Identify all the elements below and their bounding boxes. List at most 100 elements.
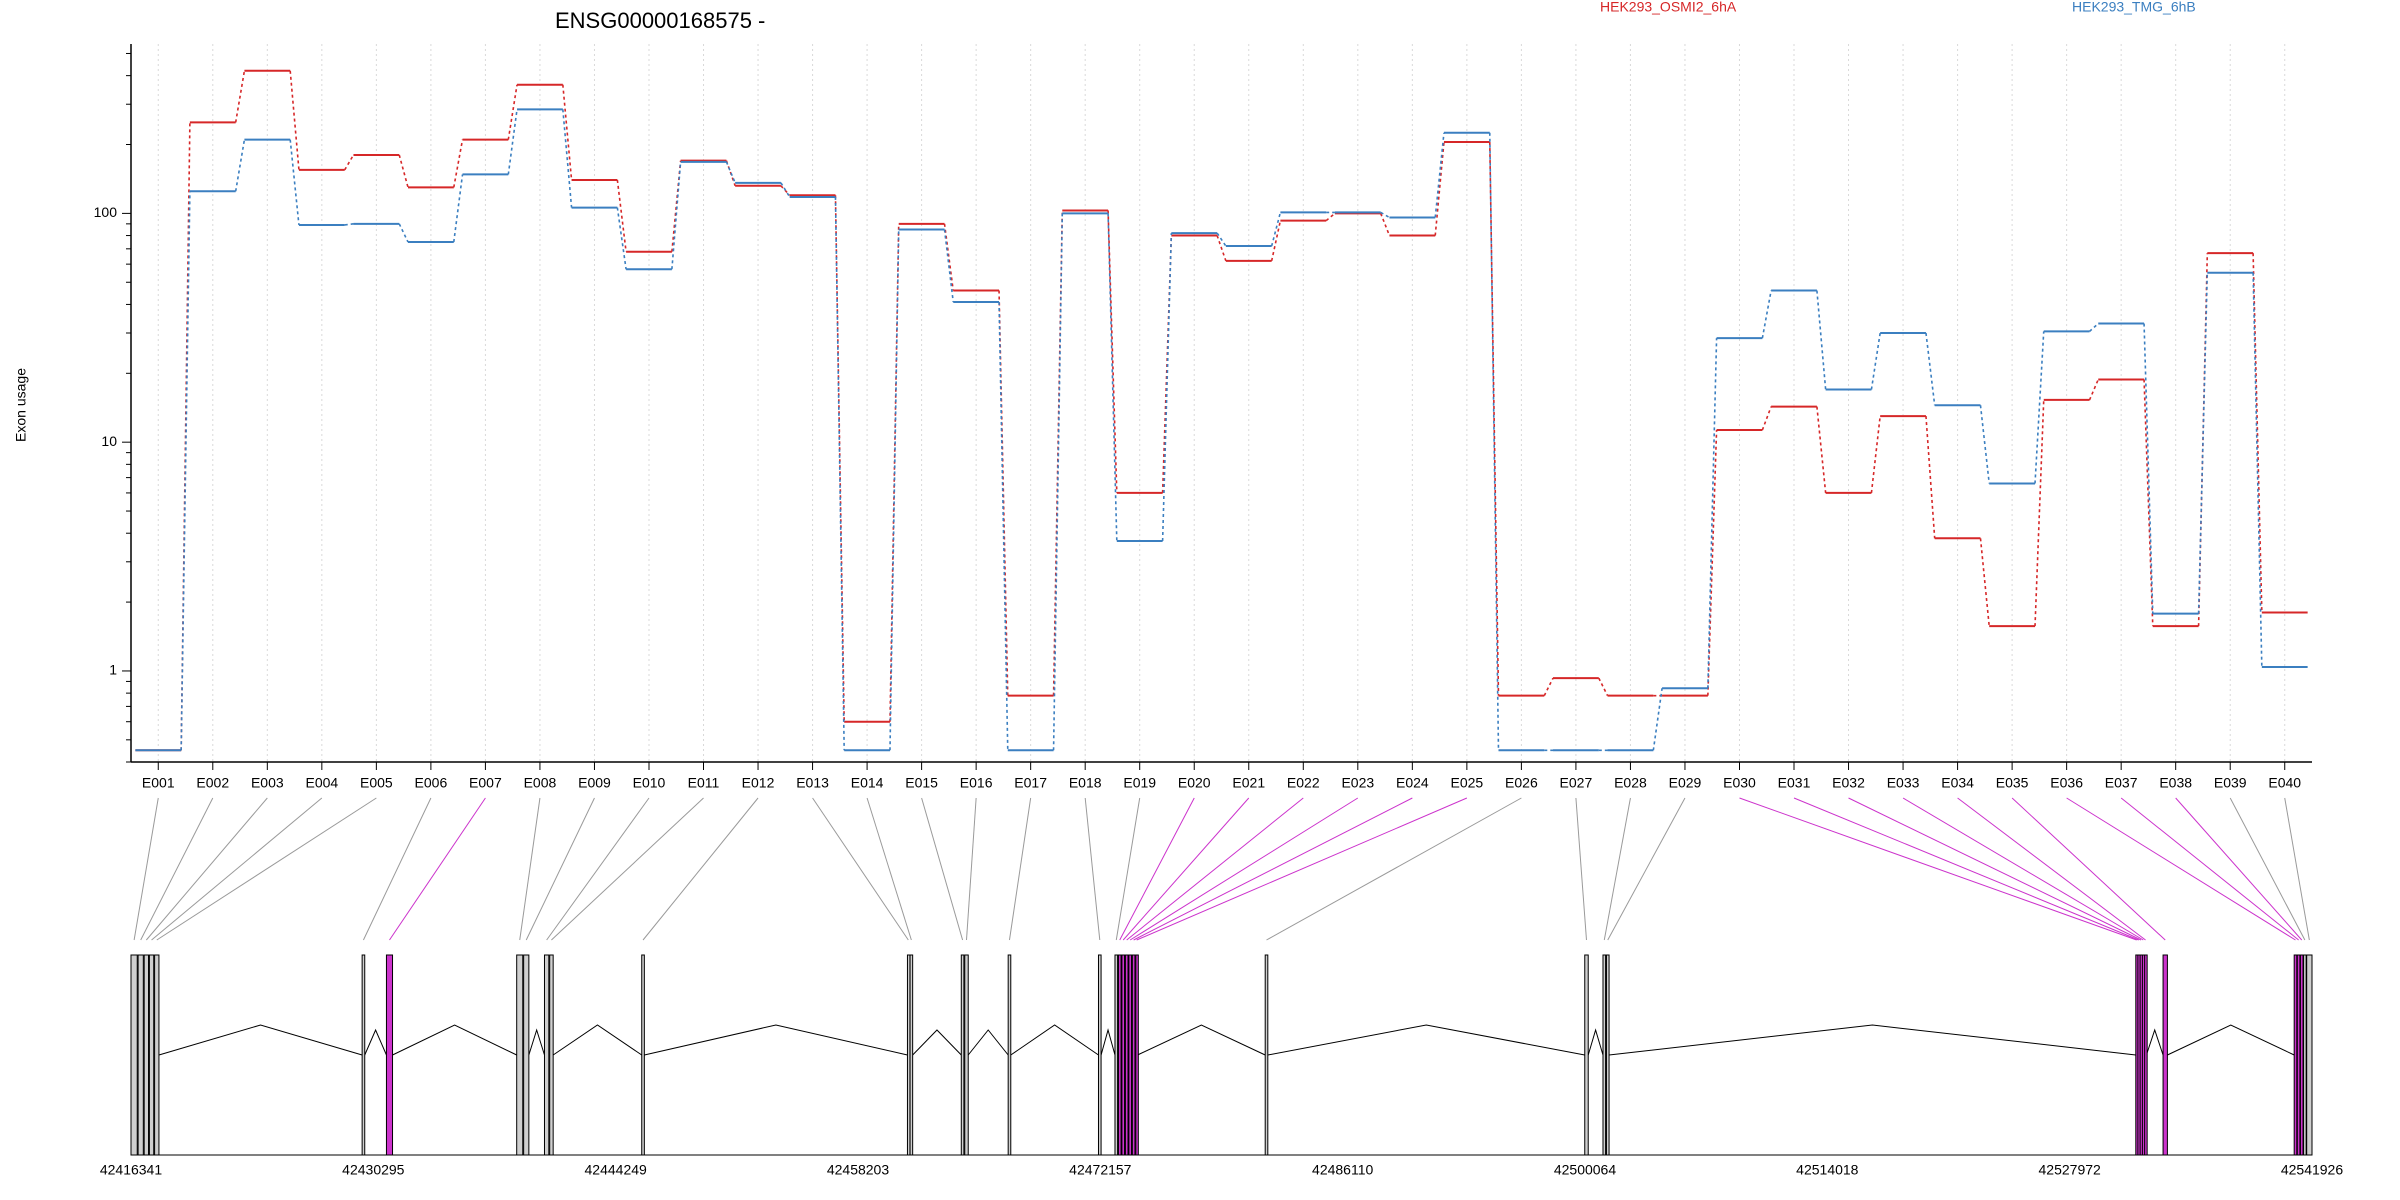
coordinate-label: 42430295: [342, 1162, 405, 1178]
series-1-connector: [2088, 379, 2099, 401]
chart-title: ENSG00000168575 -: [555, 8, 765, 33]
series-2-connector: [1707, 338, 1718, 689]
x-tick-label: E009: [578, 775, 611, 791]
exon-connector-e006: [362, 797, 432, 941]
series-1-connector: [834, 195, 845, 722]
coordinate-label: 42486110: [1312, 1162, 1373, 1178]
series-1-connector: [2252, 253, 2263, 613]
x-tick-label: E004: [305, 775, 338, 791]
intron: [644, 1024, 908, 1056]
series-1-connector: [1979, 538, 1991, 627]
x-tick-label: E022: [1287, 775, 1320, 791]
series-2-connector: [2197, 272, 2209, 614]
intron: [552, 1024, 643, 1056]
series-1-connector: [1761, 406, 1772, 431]
exon-e024: [1131, 954, 1136, 1156]
exon-e034: [2144, 954, 2148, 1156]
series-2-connector: [1979, 405, 1991, 484]
exon-e039: [2303, 954, 2307, 1156]
series-2-connector: [452, 174, 464, 243]
exon-connector-e028: [1603, 797, 1631, 941]
exon-e009: [523, 954, 530, 1156]
coordinate-label: 42527972: [2039, 1162, 2102, 1178]
exon-e014: [909, 954, 914, 1156]
x-tick-label: E029: [1669, 775, 1702, 791]
y-tick-label: 10: [101, 433, 117, 449]
exon-e027: [1584, 954, 1589, 1156]
grid-layer: [157, 44, 2286, 762]
y-axis: 1 10 100: [94, 44, 132, 763]
exon-e021: [1121, 954, 1126, 1156]
series-1-connector: [1543, 677, 1554, 697]
exon-connector-e003: [145, 797, 268, 941]
coordinate-label: 42541926: [2281, 1162, 2344, 1178]
x-tick-label: E005: [360, 775, 393, 791]
series-1-connector: [507, 84, 518, 140]
x-tick-label: E010: [633, 775, 666, 791]
x-tick-label: E018: [1069, 775, 1102, 791]
x-tick-label: E039: [2214, 775, 2247, 791]
legend-entry-series-1: HEK293_OSMI2_6hA: [1600, 0, 1737, 15]
x-tick-label: E011: [688, 775, 720, 791]
exon-connector-e019: [1115, 797, 1141, 941]
exon-connector-e008: [519, 797, 541, 941]
intron: [364, 1028, 387, 1056]
series-2-connector: [725, 161, 736, 184]
intron: [1100, 1028, 1116, 1056]
series-1-connector: [2034, 399, 2045, 627]
series-2-connector: [234, 139, 246, 192]
exon-connector-e025: [1136, 797, 1468, 941]
exon-e038: [2299, 954, 2304, 1156]
x-tick-label: E024: [1396, 775, 1429, 791]
gene-model: 42416341 42430295 42444249 42458203 42472157…: [100, 954, 2344, 1178]
exon-e035: [2162, 954, 2168, 1156]
series-2-connector: [1761, 290, 1772, 339]
exon-connector-e040: [2284, 797, 2310, 941]
series-1-connector: [1925, 416, 1936, 539]
exon-connector-e031: [1793, 797, 2139, 941]
exon-connector-e007: [389, 797, 486, 941]
exon-connector-e029: [1607, 797, 1686, 941]
series-2-connector: [1434, 132, 1445, 218]
exon-connector-e005: [156, 797, 377, 941]
intron: [1137, 1024, 1266, 1056]
exon-connector-e038: [2175, 797, 2303, 941]
x-tick-label: E033: [1887, 775, 1920, 791]
exon-e008: [516, 954, 524, 1156]
exon-connector-e017: [1008, 797, 1032, 941]
series-2-connector: [943, 229, 955, 303]
series-2-connector: [834, 196, 845, 751]
exon-connector-e026: [1266, 797, 1522, 941]
intron: [1609, 1024, 2136, 1056]
series-2-connector: [2089, 322, 2099, 332]
series-2-connector: [180, 191, 191, 751]
exon-connector-e034: [1957, 797, 2146, 941]
series-1-connector: [1434, 141, 1445, 236]
exon-connector-e014: [866, 797, 912, 941]
connector-layer: [133, 797, 2310, 941]
series-1-connector: [616, 179, 627, 252]
exon-e026: [1264, 954, 1269, 1156]
exon-connector-e022: [1126, 797, 1304, 941]
x-tick-label: E037: [2105, 775, 2138, 791]
series-2-connector: [1380, 211, 1390, 219]
exon-e002: [137, 954, 144, 1156]
x-tick-label: E014: [851, 775, 884, 791]
coordinate-label: 42500064: [1554, 1162, 1617, 1178]
y-axis-label: Exon usage: [13, 368, 29, 442]
series-1-connector: [289, 70, 300, 170]
exon-connector-e012: [642, 797, 759, 941]
series-2-connector: [1052, 213, 1064, 751]
coordinate-label: 42416341: [100, 1162, 163, 1178]
x-tick-label: E006: [415, 775, 448, 791]
exon-connector-e010: [546, 797, 650, 941]
series-2-connector: [1216, 232, 1227, 247]
series-2-connector: [2143, 323, 2154, 614]
series-2-connector: [889, 229, 900, 751]
series-2-connector: [1870, 332, 1881, 390]
x-tick-label: E030: [1723, 775, 1756, 791]
exon-e003: [143, 954, 150, 1156]
series-1-connector: [2143, 379, 2154, 627]
x-tick-label: E027: [1560, 775, 1593, 791]
